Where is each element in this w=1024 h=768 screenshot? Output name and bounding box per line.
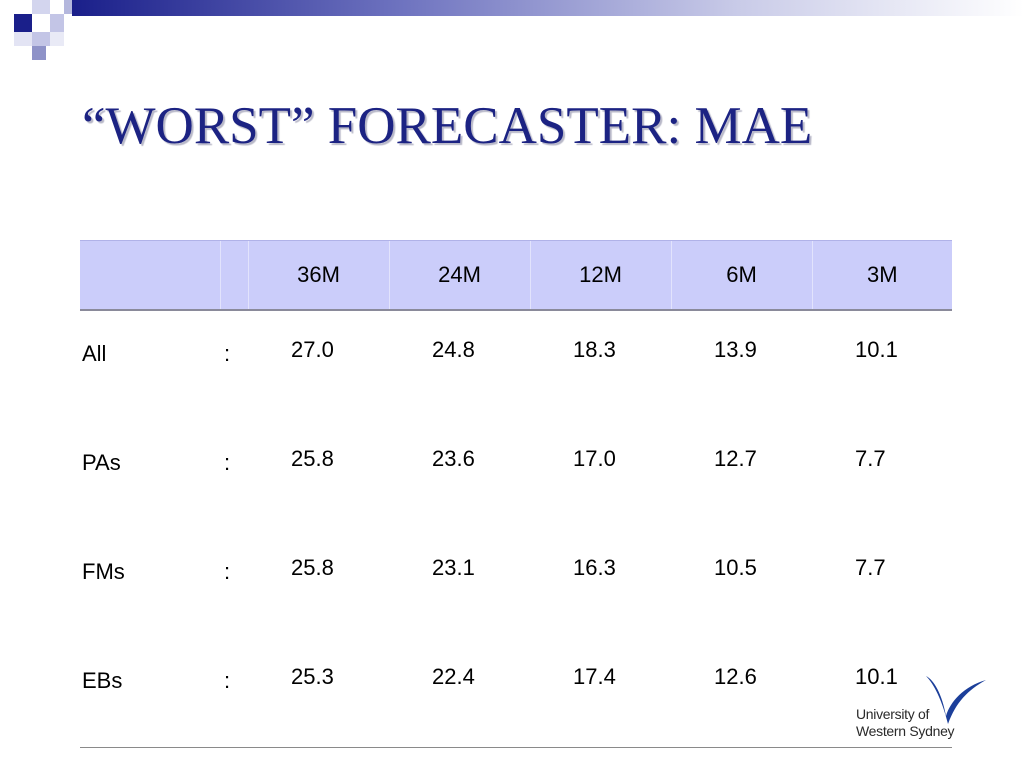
row-separator: :	[220, 638, 248, 748]
table-cell: 12.7	[714, 446, 757, 471]
header-decoration	[0, 0, 1024, 70]
mae-table: 36M 24M 12M 6M 3M All : 27.0 24.8 18.3 1…	[80, 240, 952, 748]
header-cell-label	[80, 240, 220, 311]
table-cell: 25.3	[248, 638, 389, 748]
logo-line-1: University of	[856, 706, 930, 722]
row-separator: :	[224, 341, 231, 366]
row-label: PAs	[82, 450, 121, 475]
swoosh-logo-icon	[926, 676, 986, 724]
logo-text: University of Western Sydney	[856, 706, 955, 740]
header-cell-6m: 6M	[670, 240, 812, 311]
table-header-row: 36M 24M 12M 6M 3M	[80, 240, 952, 311]
logo-line-2: Western Sydney	[856, 723, 955, 739]
table-cell: 12.6	[671, 638, 812, 748]
table-cell: 10.1	[855, 337, 898, 362]
row-label: FMs	[82, 559, 125, 584]
table-row: PAs : 25.8 23.6 17.0 12.7 7.7	[80, 420, 952, 529]
table-row: FMs : 25.8 23.1 16.3 10.5 7.7	[80, 529, 952, 638]
table-cell: 16.3	[573, 555, 616, 580]
table-cell: 24.8	[432, 337, 475, 362]
deco-square	[50, 14, 64, 32]
table-cell: 22.4	[389, 638, 530, 748]
header-cell-24m: 24M	[388, 240, 530, 311]
table-cell: 7.7	[855, 555, 886, 580]
table-cell: 13.9	[714, 337, 757, 362]
slide-title: “WORST” FORECASTER: MAE	[82, 97, 813, 155]
deco-square	[14, 14, 32, 32]
header-cell-separator	[219, 240, 248, 311]
table-cell: 10.1	[812, 638, 952, 748]
university-logo: University of Western Sydney	[856, 672, 996, 744]
deco-square	[32, 0, 50, 14]
table-row: EBs : 25.3 22.4 17.4 12.6 10.1	[80, 638, 952, 748]
row-separator: :	[224, 559, 231, 584]
table-cell: 10.5	[714, 555, 757, 580]
table-cell: 25.8	[291, 555, 334, 580]
header-cell-3m: 3M	[811, 240, 952, 311]
table-cell: 17.4	[530, 638, 671, 748]
table-cell: 17.0	[573, 446, 616, 471]
table-cell: 18.3	[573, 337, 616, 362]
table-cell: 25.8	[291, 446, 334, 471]
table-cell: 23.1	[432, 555, 475, 580]
table-row: All : 27.0 24.8 18.3 13.9 10.1	[80, 310, 952, 420]
deco-square	[32, 32, 50, 46]
header-cell-12m: 12M	[529, 240, 671, 311]
table-cell: 27.0	[291, 337, 334, 362]
table-cell: 23.6	[432, 446, 475, 471]
deco-square	[32, 46, 46, 60]
row-label: EBs	[80, 638, 220, 748]
header-cell-36m: 36M	[247, 240, 389, 311]
table-cell: 7.7	[855, 446, 886, 471]
header-gradient-bar	[72, 0, 1024, 16]
deco-square	[50, 32, 64, 46]
row-label: All	[82, 341, 107, 366]
row-separator: :	[224, 450, 231, 475]
deco-square	[14, 32, 32, 46]
